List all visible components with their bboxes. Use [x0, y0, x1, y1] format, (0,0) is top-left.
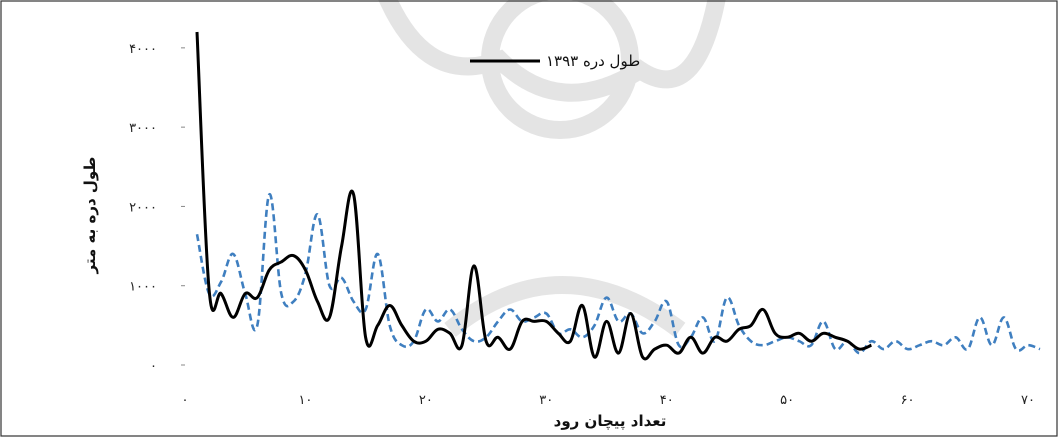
- x-tick-label: ۲۰: [419, 393, 433, 408]
- y-axis-ticks: ۰ ۱۰۰۰ ۲۰۰۰ ۳۰۰۰ ۴۰۰۰: [129, 42, 185, 374]
- legend: طول دره ۱۳۹۳: [470, 52, 640, 70]
- y-axis-title: طول دره به متر: [81, 157, 99, 275]
- x-tick-label: ۴۰: [660, 393, 674, 408]
- x-tick-label: ۱۰: [298, 393, 312, 408]
- y-tick-label: ۳۰۰۰: [129, 121, 157, 136]
- y-tick-label: ۲۰۰۰: [129, 200, 157, 215]
- x-tick-label: ۶۰: [901, 393, 915, 408]
- x-axis-title: تعداد پیچان رود: [554, 412, 667, 431]
- legend-label-0: طول دره ۱۳۹۳: [546, 52, 640, 70]
- series-layer: [195, 31, 1041, 361]
- x-tick-label: ۳۰: [539, 393, 553, 408]
- x-axis-ticks: ۰ ۱۰ ۲۰ ۳۰ ۴۰ ۵۰ ۶۰ ۷۰: [182, 393, 1035, 408]
- y-tick-label: ۰: [150, 359, 157, 374]
- series-line-solid: [195, 31, 872, 361]
- plot-area: ۰ ۱۰۰۰ ۲۰۰۰ ۳۰۰۰ ۴۰۰۰ ۰ ۱۰ ۲۰ ۳۰ ۴۰ ۵۰ ۶۰ ۷۰: [129, 31, 1041, 408]
- y-tick-label: ۴۰۰۰: [129, 42, 157, 57]
- x-tick-label: ۵۰: [780, 393, 794, 408]
- x-tick-label: ۷۰: [1021, 393, 1035, 408]
- x-tick-label: ۰: [182, 393, 189, 408]
- y-tick-label: ۱۰۰۰: [129, 280, 157, 295]
